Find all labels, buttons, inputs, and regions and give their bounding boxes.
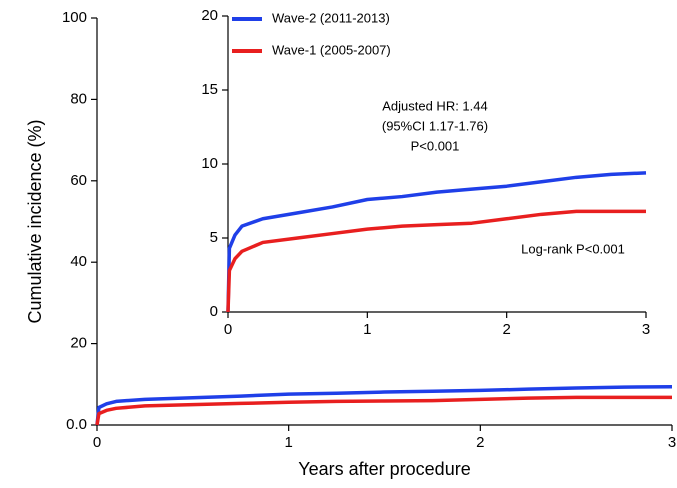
y-tick-label: 20 xyxy=(70,335,87,352)
x-tick-label: 1 xyxy=(363,321,371,338)
y-tick-label: 0.0 xyxy=(66,416,87,433)
y-tick-label: 100 xyxy=(62,9,87,26)
legend-label: Wave-2 (2011-2013) xyxy=(272,10,390,25)
y-tick-label: 20 xyxy=(201,7,218,24)
x-axis-label: Years after procedure xyxy=(298,459,470,479)
y-tick-label: 5 xyxy=(210,229,218,246)
x-tick-label: 1 xyxy=(284,434,292,451)
annotation: P<0.001 xyxy=(411,138,460,153)
annotation: (95%CI 1.17-1.76) xyxy=(382,118,488,133)
y-tick-label: 10 xyxy=(201,155,218,172)
y-axis-label: Cumulative incidence (%) xyxy=(25,119,45,323)
series-line xyxy=(95,384,673,426)
x-tick-label: 3 xyxy=(668,434,676,451)
y-tick-label: 60 xyxy=(70,172,87,189)
y-tick-label: 15 xyxy=(201,81,218,98)
y-tick-label: 80 xyxy=(70,90,87,107)
y-tick-label: 40 xyxy=(70,253,87,270)
x-tick-label: 2 xyxy=(502,321,510,338)
series-line xyxy=(226,171,647,313)
annotation: Log-rank P<0.001 xyxy=(521,241,625,256)
x-tick-label: 2 xyxy=(476,434,484,451)
x-tick-label: 0 xyxy=(224,321,232,338)
series-line xyxy=(95,395,672,426)
legend-label: Wave-1 (2005-2007) xyxy=(272,42,391,57)
y-tick-label: 0 xyxy=(210,303,218,320)
x-tick-label: 3 xyxy=(642,321,650,338)
series-line xyxy=(226,209,646,313)
annotation: Adjusted HR: 1.44 xyxy=(382,98,488,113)
x-tick-label: 0 xyxy=(93,434,101,451)
